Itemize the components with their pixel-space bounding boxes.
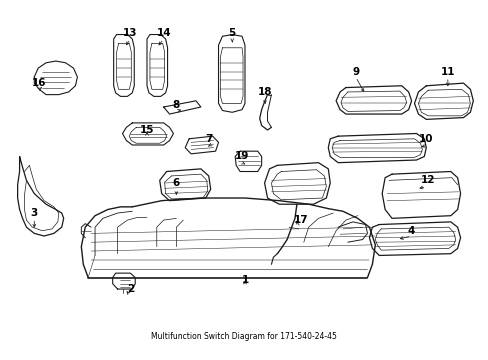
Text: 8: 8	[172, 100, 180, 110]
Text: 12: 12	[420, 175, 435, 185]
Text: 19: 19	[234, 152, 249, 162]
Text: 5: 5	[228, 28, 235, 38]
Text: 17: 17	[293, 215, 307, 225]
Text: 14: 14	[156, 28, 171, 38]
Text: 13: 13	[123, 28, 137, 38]
Text: 2: 2	[126, 284, 134, 294]
Text: 15: 15	[140, 125, 154, 135]
Text: 10: 10	[418, 134, 433, 144]
Text: 4: 4	[407, 226, 414, 236]
Text: Multifunction Switch Diagram for 171-540-24-45: Multifunction Switch Diagram for 171-540…	[151, 332, 336, 341]
Text: 11: 11	[440, 67, 454, 77]
Text: 1: 1	[241, 275, 248, 285]
Text: 3: 3	[31, 208, 38, 218]
Text: 6: 6	[172, 178, 180, 188]
Text: 7: 7	[204, 134, 212, 144]
Text: 18: 18	[257, 87, 271, 97]
Text: 16: 16	[32, 78, 46, 88]
Text: 9: 9	[351, 67, 359, 77]
